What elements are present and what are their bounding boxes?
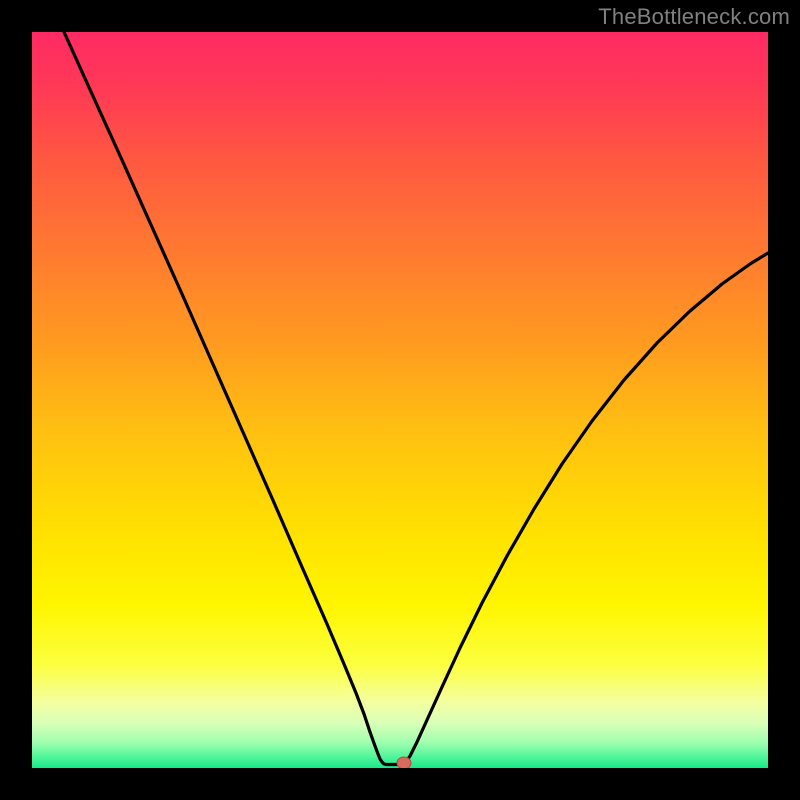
frame-right <box>768 0 800 800</box>
frame-left <box>0 0 32 800</box>
chart-svg <box>32 32 768 768</box>
optimal-point-marker <box>397 757 411 768</box>
frame-bottom <box>0 768 800 800</box>
chart-area <box>32 32 768 768</box>
gradient-bg <box>32 32 768 768</box>
watermark: TheBottleneck.com <box>598 4 790 30</box>
